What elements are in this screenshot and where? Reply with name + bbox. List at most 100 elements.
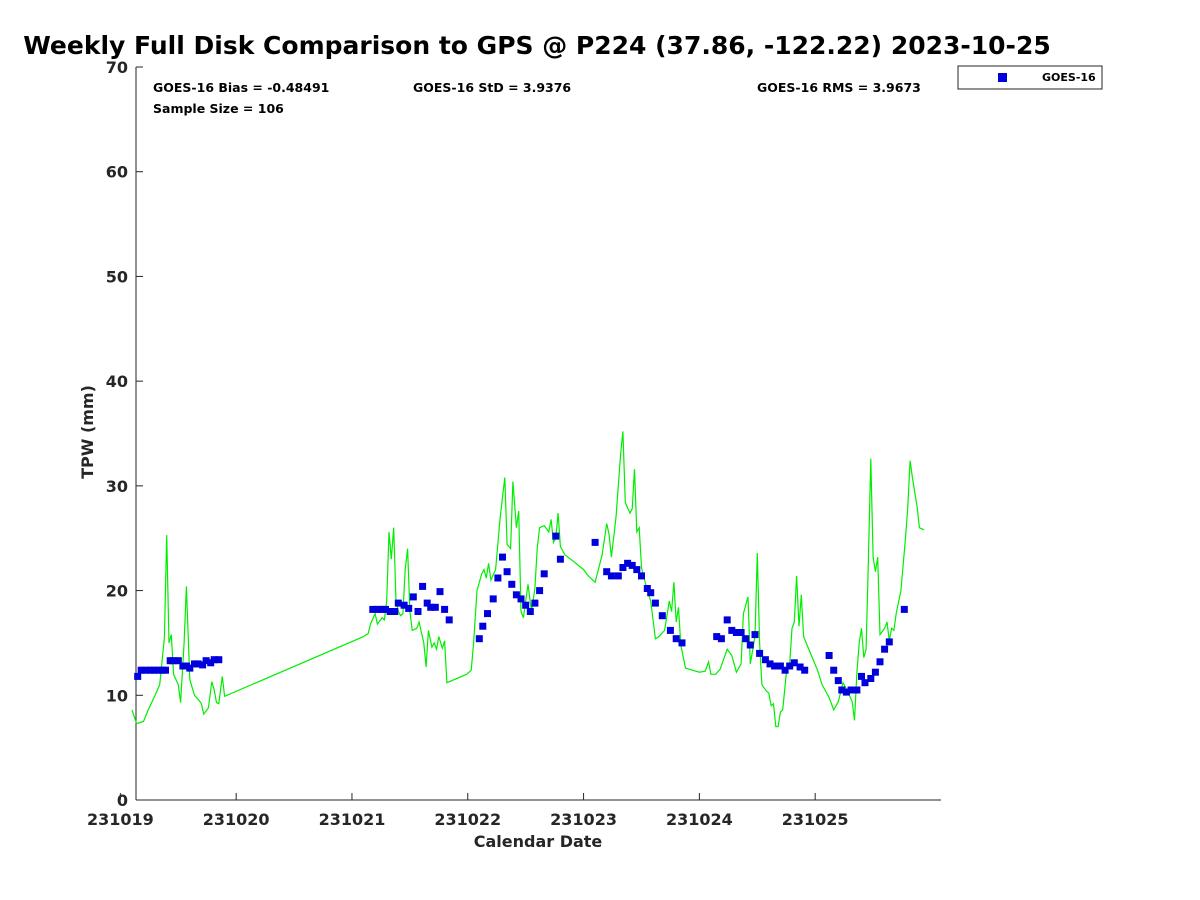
goes16-point: [881, 645, 889, 653]
goes16-point: [409, 593, 417, 601]
goes16-point: [766, 660, 774, 668]
goes16-point: [658, 612, 666, 620]
goes16-point: [436, 588, 444, 596]
goes16-point: [552, 532, 560, 540]
goes16-point: [531, 599, 539, 607]
goes16-point: [382, 605, 389, 613]
goes16-point: [427, 603, 435, 611]
legend-label: GOES-16: [1042, 71, 1096, 84]
rms-stat: GOES-16 RMS = 3.9673: [757, 80, 921, 95]
bias-stat: GOES-16 Bias = -0.48491: [153, 80, 329, 95]
chart-title: Weekly Full Disk Comparison to GPS @ P22…: [23, 31, 1050, 60]
x-tick-label: 231020: [203, 810, 270, 829]
goes16-point: [732, 629, 740, 636]
goes16-point: [526, 608, 534, 615]
goes16-point: [170, 657, 178, 665]
y-tick-label: 50: [106, 267, 128, 286]
goes16-point: [853, 686, 861, 694]
goes16-point: [651, 599, 659, 607]
goes16-point: [400, 601, 408, 609]
goes16-point: [678, 639, 686, 647]
goes16-point: [771, 662, 779, 670]
goes16-point: [871, 668, 879, 676]
goes16-point: [202, 657, 210, 665]
y-tick-label: 10: [106, 686, 128, 705]
goes16-point: [830, 666, 838, 674]
goes16-point: [713, 633, 721, 641]
goes16-point: [494, 574, 502, 582]
goes16-point: [414, 608, 422, 615]
goes16-point: [591, 538, 599, 546]
y-tick-label: 40: [106, 372, 128, 391]
goes16-point: [556, 555, 564, 563]
goes16-point: [479, 622, 487, 630]
goes16-point: [508, 580, 516, 588]
y-tick-label: 30: [106, 477, 128, 496]
x-tick-label: 231024: [666, 810, 733, 829]
goes16-point: [174, 657, 182, 665]
goes16-point: [614, 572, 622, 580]
sample-size-stat: Sample Size = 106: [153, 101, 284, 116]
goes16-point: [386, 608, 394, 615]
goes16-point: [489, 595, 497, 603]
goes16-point: [624, 559, 632, 567]
goes16-point: [607, 572, 615, 580]
goes16-point: [842, 688, 850, 696]
goes16-point: [796, 663, 804, 671]
goes16-point: [861, 679, 869, 687]
x-tick-label: 231023: [550, 810, 617, 829]
goes16-point: [517, 595, 525, 603]
goes16-point: [756, 649, 764, 657]
goes16-point: [512, 591, 520, 599]
goes16-point: [776, 662, 784, 670]
goes16-point: [391, 608, 399, 615]
goes16-point: [742, 635, 750, 643]
y-tick-label: 0: [117, 791, 128, 810]
goes16-point: [633, 566, 641, 574]
goes16-point: [194, 660, 202, 668]
goes16-point: [150, 666, 158, 674]
goes16-point: [419, 582, 427, 590]
goes16-point: [790, 659, 798, 667]
goes16-point: [666, 626, 674, 634]
goes16-point: [867, 675, 875, 682]
goes16-point: [484, 610, 491, 618]
x-tick-label: 231022: [434, 810, 501, 829]
goes16-point: [210, 656, 218, 664]
goes16-point: [373, 605, 381, 613]
y-tick-label: 20: [106, 582, 128, 601]
goes16-point: [628, 561, 636, 569]
goes16-point: [723, 616, 731, 624]
goes16-point: [900, 605, 908, 613]
goes16-point: [536, 587, 544, 595]
goes16-point: [876, 658, 884, 666]
goes16-point: [801, 666, 809, 674]
legend-box: [957, 65, 1103, 90]
std-stat: GOES-16 StD = 3.9376: [413, 80, 571, 95]
goes16-point: [834, 677, 842, 685]
goes16-point: [441, 605, 449, 613]
goes16-point: [847, 686, 855, 694]
goes16-point: [369, 605, 377, 613]
goes16-point: [475, 635, 483, 643]
goes16-point: [786, 662, 794, 670]
y-axis-ticks: 0 10 20 30 40 50 60 70: [106, 58, 143, 810]
goes16-point: [134, 672, 142, 680]
goes16-point: [199, 661, 207, 669]
goes16-point: [672, 635, 680, 643]
goes16-point: [540, 570, 548, 578]
x-tick-label: 231021: [319, 810, 386, 829]
x-tick-label: 231025: [782, 810, 849, 829]
x-axis-label: Calendar Date: [474, 832, 603, 851]
goes16-point: [647, 589, 655, 597]
x-tick-label: 231019: [87, 810, 154, 829]
goes16-point: [431, 603, 439, 611]
goes16-point: [885, 638, 893, 646]
goes16-point: [858, 672, 865, 680]
goes16-point: [405, 604, 413, 612]
goes16-point: [737, 629, 745, 636]
goes16-point: [603, 568, 611, 576]
goes16-point: [445, 616, 453, 624]
goes16-series: [134, 532, 908, 696]
